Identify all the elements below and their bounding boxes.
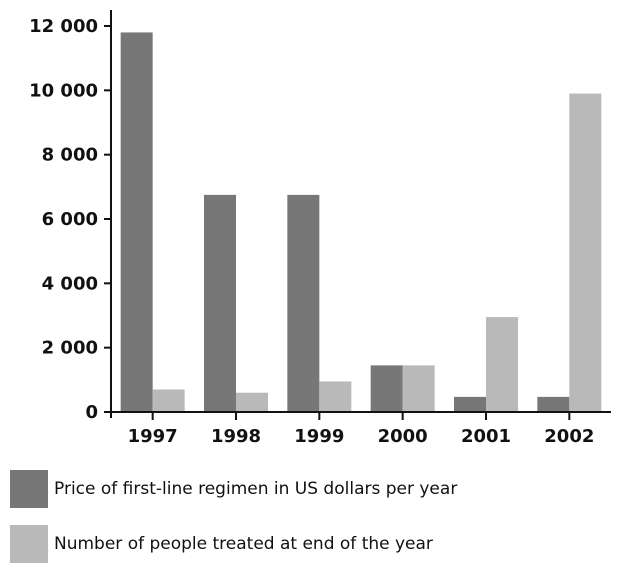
bar-price-2000 bbox=[370, 365, 403, 412]
y-tick-label: 4 000 bbox=[42, 273, 98, 294]
x-tick-label: 1998 bbox=[211, 426, 261, 447]
legend-item-treated: Number of people treated at end of the y… bbox=[10, 525, 433, 563]
y-tick-label: 12 000 bbox=[29, 16, 98, 37]
y-tick-label: 0 bbox=[85, 402, 98, 423]
legend-swatch-price bbox=[10, 470, 48, 508]
bar-price-1998 bbox=[204, 194, 236, 412]
x-tick-label: 1997 bbox=[128, 426, 178, 447]
bar-price-2002 bbox=[537, 396, 570, 412]
x-tick-label: 1999 bbox=[294, 426, 344, 447]
bar-treated-2001 bbox=[486, 317, 518, 412]
bar-treated-2000 bbox=[402, 365, 435, 412]
y-tick-label: 8 000 bbox=[42, 145, 98, 166]
y-axis: 0 2 000 4 000 6 000 8 000 10 000 12 000 bbox=[29, 10, 112, 423]
x-tick-label: 2000 bbox=[378, 426, 428, 447]
x-tick-label: 2002 bbox=[544, 426, 594, 447]
legend-swatch-treated bbox=[10, 525, 48, 563]
bar-price-2001 bbox=[454, 396, 486, 412]
y-tick-label: 2 000 bbox=[42, 338, 98, 359]
bar-treated-1998 bbox=[236, 392, 268, 412]
x-tick-label: 2001 bbox=[461, 426, 511, 447]
bar-price-1999 bbox=[287, 194, 320, 412]
legend-label-price: Price of first-line regimen in US dollar… bbox=[54, 479, 458, 499]
legend-item-price: Price of first-line regimen in US dollar… bbox=[10, 470, 457, 508]
y-tick-label: 10 000 bbox=[29, 80, 98, 101]
bar-price-1997 bbox=[120, 32, 153, 412]
bar-treated-1999 bbox=[319, 381, 352, 412]
bars bbox=[120, 32, 602, 413]
bar-treated-2002 bbox=[569, 93, 602, 413]
bar-treated-1997 bbox=[152, 389, 185, 412]
y-tick-label: 6 000 bbox=[42, 209, 98, 230]
legend-label-treated: Number of people treated at end of the y… bbox=[54, 534, 433, 554]
x-axis: 1997 1998 1999 2000 2001 2002 bbox=[111, 411, 611, 447]
